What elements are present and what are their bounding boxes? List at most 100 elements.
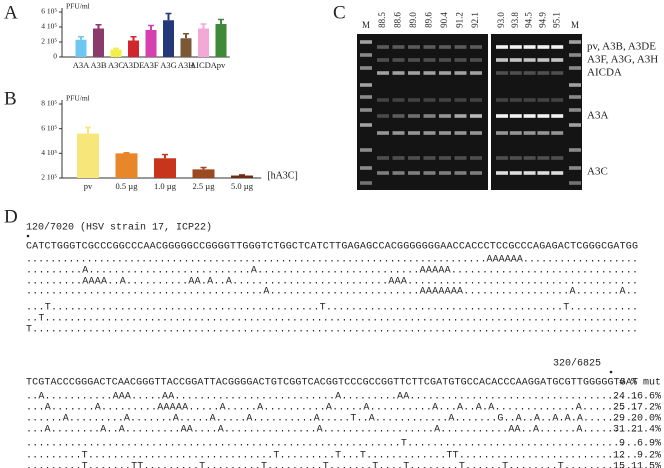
- gel-band: [360, 83, 372, 87]
- bar: [231, 175, 253, 178]
- lane-label: 93.0: [496, 12, 506, 28]
- gel-band: [377, 114, 389, 118]
- position-dot: [26, 234, 30, 238]
- gel-band: [439, 45, 451, 49]
- gel-band: [423, 71, 436, 75]
- lane-label: M: [362, 20, 370, 30]
- gel-band: [496, 45, 508, 49]
- gel-band: [408, 171, 420, 175]
- gel-band: [423, 131, 436, 135]
- gel-band: [454, 98, 467, 102]
- gel-band: [377, 71, 389, 75]
- gel-band: [360, 108, 372, 112]
- bar: [93, 28, 104, 57]
- gel-band: [392, 71, 405, 75]
- bar: [215, 24, 227, 57]
- x-tick-label: A3DE: [123, 60, 145, 70]
- gel-band: [408, 71, 420, 75]
- lane-label: 94.9: [537, 12, 547, 28]
- band-label: A3F, A3G, A3H: [587, 54, 658, 66]
- y-tick-label: 4 10⁵: [41, 22, 57, 31]
- sequence-header: 320/6825: [553, 358, 601, 370]
- lane-label: 90.4: [439, 12, 449, 28]
- gel-band: [454, 156, 467, 160]
- bar: [75, 39, 87, 57]
- band-label: pv, A3B, A3DE: [587, 41, 656, 53]
- gel-band: [569, 40, 581, 44]
- clone-sequence: .........A..........................A...…: [26, 266, 638, 277]
- mutation-count: 15: [613, 462, 625, 468]
- y-tick-label: 4 10⁵: [41, 148, 57, 157]
- gel-band: [537, 131, 550, 135]
- x-tick-label: AICDA: [190, 60, 218, 70]
- lane-label: 94.5: [524, 12, 534, 28]
- x-tick-label: pv: [217, 60, 226, 70]
- gel-band: [537, 58, 550, 62]
- reference-sequence: CATCTGGGTCGCCCGGCCCAACGGGGGCCGGGGTTGGGTC…: [26, 242, 638, 253]
- gel-band: [551, 114, 564, 118]
- gel-band: [360, 123, 372, 127]
- gel-band: [377, 58, 389, 62]
- gel-band: [523, 98, 536, 102]
- lane-label: 89.0: [408, 12, 418, 28]
- gel-band: [470, 58, 482, 62]
- gel-band: [537, 114, 550, 118]
- bar: [198, 28, 209, 57]
- gel-band: [408, 58, 420, 62]
- band-label: A3C: [587, 166, 608, 178]
- gel-band: [408, 98, 420, 102]
- mutation-percent: 20.0%: [631, 414, 661, 425]
- x-tick-label: A3H: [178, 60, 195, 70]
- bar: [192, 169, 215, 178]
- gel-band: [551, 45, 564, 49]
- stats-header: % mut: [631, 378, 661, 389]
- gel-band: [439, 114, 451, 118]
- y-tick-label: 0: [53, 52, 57, 61]
- gel-band: [551, 98, 564, 102]
- gel-band: [509, 114, 522, 118]
- gel-band: [509, 45, 522, 49]
- gel-band: [470, 156, 482, 160]
- x-tick-label: A3C: [108, 60, 124, 70]
- gel-band: [408, 114, 420, 118]
- band-label: AICDA: [587, 67, 622, 79]
- gel-band: [439, 58, 451, 62]
- bar: [110, 49, 122, 57]
- lane-label: M: [571, 20, 579, 30]
- clone-sequence: ...A........A..A.........AA....A........…: [26, 425, 638, 436]
- bar: [145, 30, 157, 57]
- gel-band: [569, 166, 581, 170]
- gel-band: [454, 131, 467, 135]
- gel-band: [454, 171, 467, 175]
- gel-divider: [488, 34, 491, 190]
- x-tick-label: A3G: [160, 60, 177, 70]
- gel-band: [523, 131, 536, 135]
- gel-band: [439, 131, 451, 135]
- gel-band: [392, 114, 405, 118]
- gel-band: [392, 58, 405, 62]
- gel-band: [470, 71, 482, 75]
- gel-band: [551, 171, 564, 175]
- clone-sequence: ........................................…: [26, 255, 638, 266]
- clone-sequence: .........AAAA..A..........AA.A..A.......…: [26, 277, 638, 288]
- gel-band: [496, 71, 508, 75]
- clone-sequence: ......A.........A.......A.....A.....A...…: [26, 414, 638, 425]
- gel-band: [360, 53, 372, 57]
- gel-band: [509, 71, 522, 75]
- gel-band: [470, 114, 482, 118]
- sequence-header: 120/7020 (HSV strain 17, ICP22): [26, 222, 212, 234]
- x-tick-label: A3F: [143, 60, 158, 70]
- gel-band: [423, 98, 436, 102]
- bar: [163, 20, 174, 57]
- panel-label: A: [4, 2, 18, 23]
- gel-band: [509, 131, 522, 135]
- gel-band: [509, 58, 522, 62]
- gel-band: [408, 45, 420, 49]
- clone-sequence: ......................................A.…: [26, 287, 638, 298]
- bar: [180, 38, 192, 57]
- gel-band: [439, 171, 451, 175]
- gel-band: [551, 156, 564, 160]
- gel-band: [377, 171, 389, 175]
- mutation-count: 24: [613, 392, 625, 403]
